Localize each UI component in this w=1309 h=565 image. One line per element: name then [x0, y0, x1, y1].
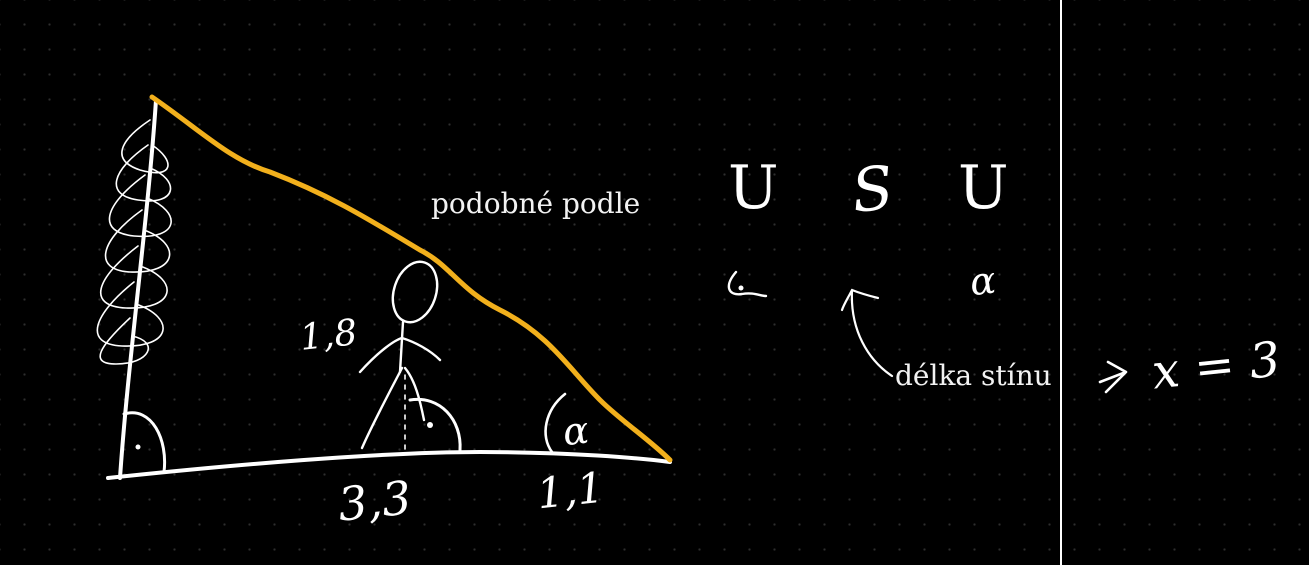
alpha-angle-arc: [544, 392, 567, 454]
person-right-angle-arc: [408, 397, 462, 452]
tree-right-angle-dot: [135, 444, 141, 450]
ground-line: [106, 450, 672, 480]
tree-trunk: [118, 98, 158, 480]
angle-alpha-label: α: [560, 407, 591, 455]
similarity-label: podobné podle: [431, 187, 641, 220]
base-left-value: 3,3: [335, 470, 414, 532]
criterion-angle-1: U: [728, 153, 779, 223]
criterion-angle-2: U: [958, 153, 1009, 223]
criterion-alpha-label: α: [967, 257, 998, 305]
person-right-angle-dot: [427, 422, 433, 428]
shadow-arrow: [840, 288, 894, 378]
page-divider: [1060, 0, 1062, 565]
base-right-value: 1,1: [534, 462, 607, 519]
sun-ray-line: [149, 94, 673, 463]
person-figure: [358, 260, 442, 451]
result-equation: x = 3: [1149, 331, 1283, 401]
tree-branches: [96, 119, 172, 365]
criterion-side: S: [848, 153, 897, 227]
tree-right-angle-arc: [122, 411, 167, 474]
person-height-value: 1,8: [297, 312, 360, 359]
result-arrow: [1098, 360, 1128, 394]
shadow-length-label: délka stínu: [895, 359, 1052, 392]
right-angle-symbol: [727, 270, 768, 298]
